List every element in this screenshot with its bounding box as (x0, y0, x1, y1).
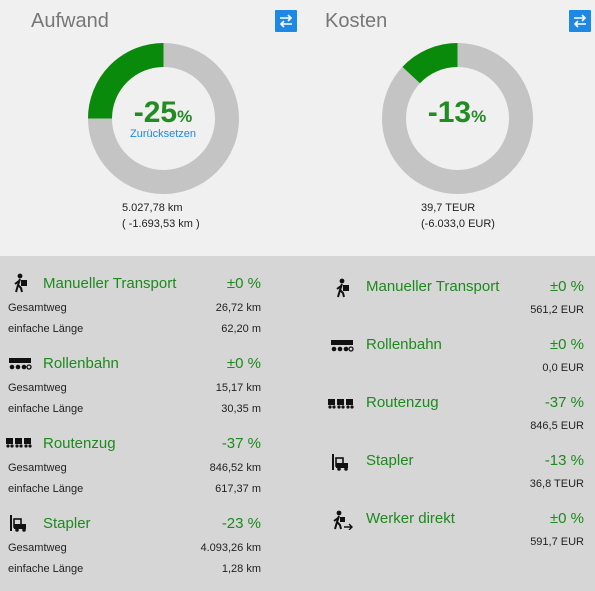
category-section: Manueller Transport ±0 % Gesamtweg 26,72… (0, 256, 595, 591)
right-item-3-name: Stapler (366, 452, 414, 469)
donut-section: Aufwand -25% Zurücksetzen 5.027,78 km ( … (0, 0, 595, 256)
left-item-2-row-0-label: Gesamtweg (8, 462, 67, 474)
aufwand-donut-arc (88, 43, 164, 119)
right-item-2-pct: -37 % (544, 394, 584, 411)
manual-transport-icon (336, 278, 349, 298)
left-item-2-pct: -37 % (221, 435, 261, 452)
forklift-icon (10, 515, 26, 532)
swap-arrows-icon (573, 14, 587, 28)
left-item-1-pct: ±0 % (226, 355, 261, 372)
kosten-title: Kosten (325, 10, 388, 32)
right-item-3-value: 36,8 TEUR (529, 478, 584, 490)
left-item-3-row-0-value: 4.093,26 km (200, 542, 261, 554)
left-item-3-name: Stapler (43, 515, 91, 532)
aufwand-title: Aufwand (31, 10, 109, 32)
kosten-percent: -13 (427, 96, 472, 129)
kosten-percent-unit: % (471, 107, 487, 126)
left-item-1-row-0-value: 15,17 km (215, 382, 261, 394)
right-item-1-pct: ±0 % (549, 336, 584, 353)
right-item-0-value: 561,2 EUR (530, 304, 584, 316)
left-item-2-row-1-value: 617,37 m (215, 483, 261, 495)
right-item-0-name: Manueller Transport (366, 278, 500, 295)
right-item-4-value: 591,7 EUR (530, 536, 584, 548)
aufwand-percent-unit: % (177, 107, 193, 126)
right-item-2-value: 846,5 EUR (530, 420, 584, 432)
right-item-2-name: Routenzug (366, 394, 439, 411)
left-item-3-row-1-label: einfache Länge (8, 563, 84, 575)
kosten-delta: (-6.033,0 EUR) (421, 218, 495, 230)
kosten-swap-button[interactable] (569, 10, 591, 32)
left-item-3-pct: -23 % (221, 515, 261, 532)
manual-transport-icon (14, 273, 27, 293)
kosten-donut-arc (402, 43, 459, 84)
aufwand-percent: -25 (133, 96, 178, 129)
right-item-3-pct: -13 % (544, 452, 584, 469)
swap-arrows-icon (279, 14, 293, 28)
right-item-4-pct: ±0 % (549, 510, 584, 527)
route-train-icon (6, 438, 32, 448)
aufwand-swap-button[interactable] (275, 10, 297, 32)
right-item-0-pct: ±0 % (549, 278, 584, 295)
left-item-2-name: Routenzug (43, 435, 116, 452)
left-item-1-row-1-label: einfache Länge (8, 403, 84, 415)
route-train-icon (328, 399, 354, 409)
left-item-0-pct: ±0 % (226, 275, 261, 292)
left-item-2-row-0-value: 846,52 km (209, 462, 261, 474)
aufwand-total: 5.027,78 km (122, 202, 183, 214)
reset-link[interactable]: Zurücksetzen (129, 128, 197, 140)
left-item-0-name: Manueller Transport (43, 275, 177, 292)
left-item-2-row-1-label: einfache Länge (8, 483, 84, 495)
kosten-donut-chart (382, 43, 533, 194)
forklift-icon (332, 454, 348, 471)
left-item-1-row-0-label: Gesamtweg (8, 382, 67, 394)
right-item-4-name: Werker direkt (366, 510, 455, 527)
kosten-donut-center: -13% (407, 96, 507, 130)
roller-conveyor-icon (331, 340, 354, 352)
left-item-0-row-0-label: Gesamtweg (8, 302, 67, 314)
aufwand-donut-center: -25% Zurücksetzen (113, 96, 213, 140)
left-item-3-row-0-label: Gesamtweg (8, 542, 67, 554)
kosten-summary: 39,7 TEUR (-6.033,0 EUR) (421, 200, 495, 232)
left-item-0-row-1-value: 62,20 m (221, 323, 261, 335)
left-item-1-row-1-value: 30,35 m (221, 403, 261, 415)
left-item-0-row-1-label: einfache Länge (8, 323, 84, 335)
right-item-1-name: Rollenbahn (366, 336, 442, 353)
left-item-0-row-0-value: 26,72 km (215, 302, 261, 314)
right-item-1-value: 0,0 EUR (542, 362, 584, 374)
aufwand-summary: 5.027,78 km ( -1.693,53 km ) (122, 200, 200, 232)
roller-conveyor-icon (9, 358, 32, 370)
left-item-1-name: Rollenbahn (43, 355, 119, 372)
kosten-total: 39,7 TEUR (421, 202, 476, 214)
aufwand-donut-chart (88, 43, 239, 194)
left-item-3-row-1-value: 1,28 km (221, 563, 261, 575)
aufwand-delta: ( -1.693,53 km ) (122, 218, 200, 230)
worker-direct-icon (333, 510, 353, 530)
